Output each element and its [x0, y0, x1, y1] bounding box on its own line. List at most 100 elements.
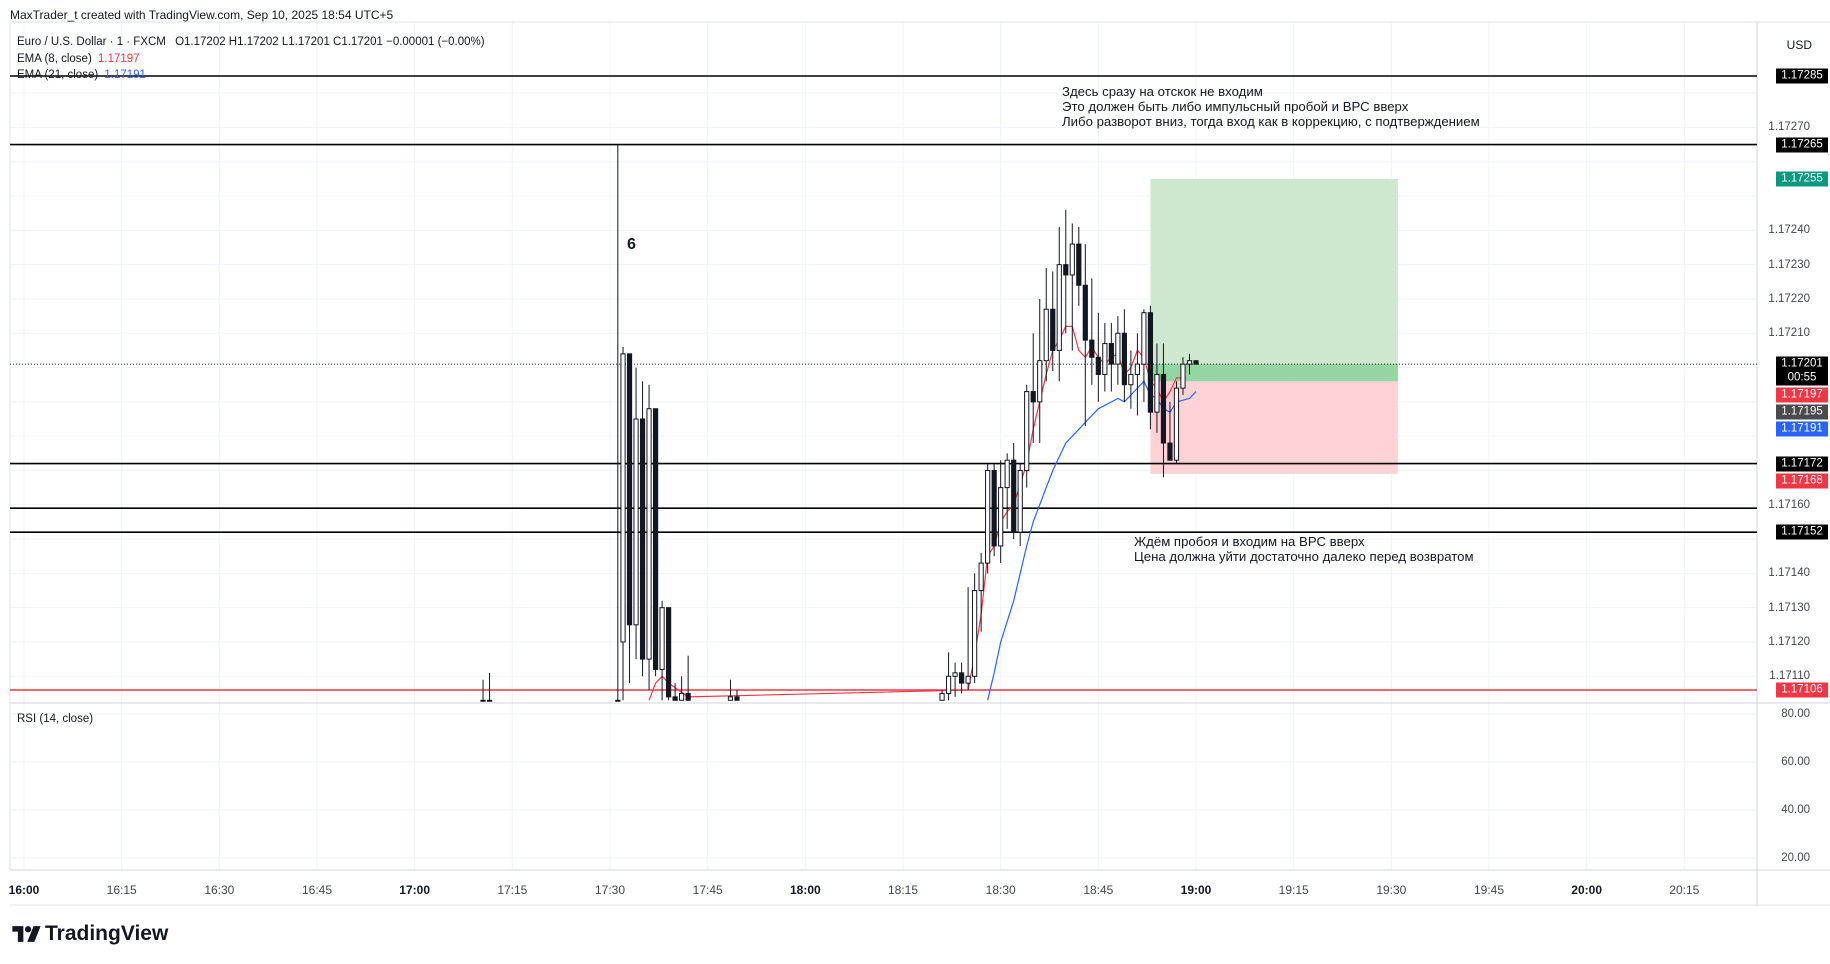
price-tick-label: 1.17230 — [1768, 258, 1810, 271]
candle-body — [965, 675, 971, 684]
candle-body — [991, 469, 997, 547]
candle-body — [1004, 459, 1010, 489]
time-tick-label: 17:45 — [692, 883, 723, 897]
candle-body — [998, 487, 1004, 547]
rsi-tick-label: 60.00 — [1781, 756, 1810, 768]
legend-ema21-row[interactable]: EMA (21, close) 1.17191 — [17, 69, 146, 81]
tradingview-logo: TradingView — [10, 922, 168, 946]
candle-body — [1082, 284, 1088, 341]
candle-body — [646, 408, 652, 660]
time-tick-label: 19:15 — [1278, 883, 1309, 897]
legend-ema21-label: EMA (21, close) — [17, 69, 99, 81]
price-tag[interactable]: 1.17168 — [1776, 473, 1828, 489]
annotation-lower-note[interactable]: Ждём пробоя и входим на ВРС вверх Цена д… — [1134, 534, 1474, 564]
candle-body — [1011, 459, 1017, 533]
time-tick-label: 16:00 — [8, 883, 40, 897]
axis-currency-unit[interactable]: USD — [1786, 38, 1812, 52]
price-tick-label: 1.17110 — [1769, 670, 1810, 683]
annotation-upper-note[interactable]: Здесь сразу на отскок не входим Это долж… — [1062, 84, 1480, 129]
candle-body — [1167, 442, 1173, 461]
candle-body — [978, 562, 984, 592]
legend-rsi[interactable]: RSI (14, close) — [17, 713, 94, 725]
time-tick-label: 17:00 — [399, 883, 431, 897]
legend-ohlc: O1.17202 H1.17202 L1.17201 C1.17201 −0.0… — [175, 36, 485, 48]
time-tick-label: 19:30 — [1376, 883, 1407, 897]
candle-body — [1134, 363, 1141, 375]
legend-ema8-value: 1.17197 — [97, 53, 140, 65]
candle-body — [1115, 332, 1121, 365]
annotation-upper-line: Здесь сразу на отскок не входим — [1062, 84, 1263, 99]
candle-body — [1043, 308, 1049, 362]
candle-body — [1180, 363, 1186, 389]
annotation-upper-line: Это должен быть либо импульсный пробой и… — [1062, 99, 1409, 114]
price-tick-label: 1.17130 — [1768, 601, 1810, 614]
time-tick-label: 19:45 — [1473, 883, 1505, 897]
candle-body — [1063, 264, 1069, 276]
candle-body — [939, 692, 945, 701]
ema8-series-line — [648, 325, 1183, 701]
annotation-lower-line: Цена должна уйти достаточно далеко перед… — [1134, 549, 1474, 564]
chart-author-line: MaxTrader_t created with TradingView.com… — [10, 8, 394, 22]
price-tick-label: 1.17140 — [1768, 567, 1810, 580]
price-tick-label: 1.17220 — [1768, 292, 1810, 305]
candle-body — [480, 699, 486, 702]
price-tag[interactable]: 1.17265 — [1776, 137, 1828, 153]
time-tick-label: 17:15 — [497, 883, 528, 897]
candle-body — [985, 469, 991, 564]
price-tag[interactable]: 1.17197 — [1776, 387, 1828, 403]
candle-body — [1076, 243, 1082, 286]
time-tick-label: 16:45 — [301, 883, 333, 897]
time-tick-label: 16:30 — [204, 883, 235, 897]
candle-body — [1102, 343, 1108, 375]
long-position-open-pnl — [1150, 364, 1398, 382]
price-tag[interactable]: 1.17255 — [1776, 171, 1828, 187]
candle-body — [972, 590, 978, 677]
candle-body — [1186, 360, 1193, 365]
price-tag[interactable]: 1.17106 — [1776, 682, 1828, 698]
candle-body — [959, 672, 965, 684]
candle-body — [1160, 373, 1167, 444]
price-tag[interactable]: 1.17285 — [1776, 68, 1828, 84]
candle-body — [633, 418, 639, 626]
time-tick-label: 17:30 — [594, 883, 626, 897]
candle-body — [685, 692, 691, 701]
candle-body — [945, 675, 952, 694]
long-position-loss-zone[interactable] — [1150, 381, 1398, 474]
price-tag[interactable]: 1.17201 — [1776, 356, 1828, 372]
price-tag[interactable]: 1.17191 — [1776, 421, 1828, 437]
tradingview-logo-text: TradingView — [45, 922, 169, 945]
candle-body — [1108, 343, 1114, 365]
candle-body — [626, 353, 633, 626]
candle-body — [952, 672, 958, 677]
price-tag[interactable]: 1.17152 — [1776, 524, 1828, 540]
time-tick-label: 16:15 — [106, 883, 137, 897]
price-tag[interactable]: 00:55 — [1776, 370, 1828, 386]
price-tag[interactable]: 1.17172 — [1776, 456, 1828, 472]
long-position-profit-zone[interactable] — [1150, 178, 1398, 382]
candle-body — [1193, 360, 1199, 365]
candle-body — [679, 692, 685, 701]
candle-body — [639, 418, 646, 660]
legend-ema8-row[interactable]: EMA (8, close) 1.17197 — [17, 53, 140, 65]
candle-body — [1173, 387, 1180, 461]
time-tick-label: 18:45 — [1083, 883, 1114, 897]
candle-body — [1147, 312, 1154, 413]
tradingview-logo-icon — [12, 926, 41, 943]
price-tick-label: 1.17210 — [1768, 327, 1810, 340]
candle-body — [615, 699, 621, 702]
rsi-tick-label: 20.00 — [1781, 852, 1810, 864]
annotation-marker-6[interactable]: 6 — [627, 236, 636, 253]
time-tick-label: 18:30 — [985, 883, 1016, 897]
candle-body — [1017, 469, 1023, 533]
price-tick-label: 1.17160 — [1768, 498, 1810, 511]
price-tick-label: 1.17240 — [1768, 224, 1810, 237]
price-tag[interactable]: 1.17195 — [1776, 404, 1828, 420]
candle-body — [1095, 356, 1101, 375]
candle-body — [1121, 332, 1127, 386]
candle-body — [1050, 308, 1056, 351]
candle-body — [734, 696, 740, 701]
annotation-upper-line: Либо разворот вниз, тогда вход как в кор… — [1062, 114, 1480, 129]
time-tick-label: 20:15 — [1669, 883, 1700, 897]
main-pane[interactable] — [10, 75, 1757, 702]
